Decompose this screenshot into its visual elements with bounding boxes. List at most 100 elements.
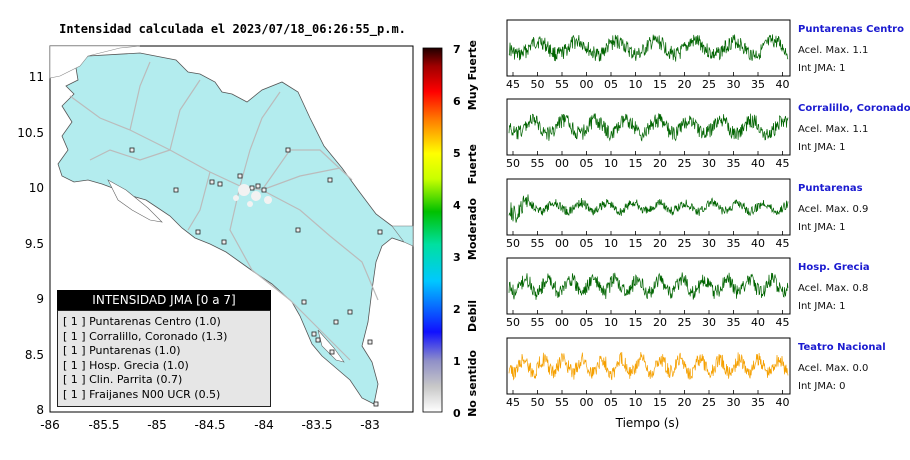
lon-tick-label: -84 bbox=[254, 418, 274, 432]
lon-tick-label: -85.5 bbox=[88, 418, 120, 432]
time-tick-label: 50 bbox=[530, 396, 545, 409]
time-tick-label: 25 bbox=[677, 316, 692, 329]
lat-tick-label: 8.5 bbox=[24, 348, 44, 362]
time-axis-label: Tiempo (s) bbox=[615, 416, 680, 430]
time-tick-label: 15 bbox=[653, 396, 667, 409]
time-tick-label: 25 bbox=[677, 157, 692, 170]
time-tick-label: 05 bbox=[579, 237, 594, 250]
time-tick-label: 35 bbox=[726, 237, 741, 250]
station-name: Puntarenas Centro bbox=[798, 24, 904, 35]
station-jma-intensity: Int JMA: 1 bbox=[798, 142, 846, 153]
time-tick-label: 40 bbox=[751, 237, 765, 250]
time-tick-label: 10 bbox=[604, 157, 618, 170]
station-markers bbox=[129, 147, 383, 407]
time-tick-label: 10 bbox=[628, 396, 643, 409]
time-tick-label: 15 bbox=[628, 237, 643, 250]
time-tick-label: 10 bbox=[604, 316, 618, 329]
colorbar-tick-label: 2 bbox=[453, 303, 461, 316]
time-tick-label: 20 bbox=[653, 316, 667, 329]
time-tick-label: 35 bbox=[726, 157, 741, 170]
time-tick-label: 00 bbox=[579, 396, 594, 409]
time-tick-label: 05 bbox=[579, 157, 594, 170]
time-tick-label: 50 bbox=[506, 157, 520, 170]
time-tick-label: 25 bbox=[677, 237, 692, 250]
map-title: Intensidad calculada el 2023/07/18_06:26… bbox=[59, 22, 406, 36]
time-tick-label: 05 bbox=[579, 316, 594, 329]
colorbar-tick-label: 6 bbox=[453, 95, 461, 108]
legend-box: [ 1 ] Puntarenas Centro (1.0)[ 1 ] Corra… bbox=[57, 310, 271, 407]
time-tick-label: 45 bbox=[506, 78, 520, 91]
time-tick-label: 40 bbox=[775, 78, 790, 91]
station-max-accel: Acel. Max. 1.1 bbox=[798, 45, 869, 56]
station-name: Teatro Nacional bbox=[798, 342, 886, 353]
waveform-frame bbox=[506, 178, 791, 236]
road-network bbox=[69, 61, 379, 361]
lon-tick-label: -85 bbox=[147, 418, 167, 432]
time-tick-label: 05 bbox=[604, 396, 618, 409]
urban-areas bbox=[233, 184, 272, 207]
legend-item: [ 1 ] Puntarenas Centro (1.0) bbox=[63, 315, 221, 328]
time-tick-label: 00 bbox=[555, 316, 569, 329]
waveform-trace bbox=[508, 113, 789, 142]
lat-tick-label: 10.5 bbox=[17, 126, 44, 140]
waveform-frame bbox=[506, 337, 791, 395]
lon-tick-label: -83.5 bbox=[301, 418, 333, 432]
time-tick-label: 40 bbox=[775, 396, 790, 409]
waveform-trace bbox=[508, 351, 789, 381]
station-jma-intensity: Int JMA: 0 bbox=[798, 381, 846, 392]
time-tick-label: 30 bbox=[702, 316, 716, 329]
time-tick-label: 20 bbox=[677, 78, 692, 91]
station-max-accel: Acel. Max. 0.9 bbox=[798, 204, 869, 215]
station-max-accel: Acel. Max. 0.8 bbox=[798, 283, 869, 294]
time-tick-label: 35 bbox=[726, 316, 741, 329]
costa-rica-landmass bbox=[49, 45, 414, 405]
time-tick-label: 00 bbox=[555, 237, 569, 250]
time-tick-label: 55 bbox=[530, 157, 545, 170]
time-tick-label: 40 bbox=[751, 157, 765, 170]
colorbar-tick-label: 4 bbox=[453, 199, 461, 212]
time-tick-label: 30 bbox=[726, 78, 741, 91]
colorbar-tick-label: 3 bbox=[453, 251, 461, 264]
station-jma-intensity: Int JMA: 1 bbox=[798, 301, 846, 312]
station-name: Corralillo, Coronado bbox=[798, 103, 910, 114]
station-jma-intensity: Int JMA: 1 bbox=[798, 222, 846, 233]
colorbar-tick-label: 7 bbox=[453, 43, 461, 56]
waveform-trace bbox=[508, 34, 789, 62]
time-tick-label: 55 bbox=[530, 316, 545, 329]
lat-tick-label: 10 bbox=[28, 181, 44, 195]
time-tick-label: 20 bbox=[653, 157, 667, 170]
waveform-frame bbox=[506, 257, 791, 315]
lat-tick-label: 9.5 bbox=[24, 237, 44, 251]
time-tick-label: 50 bbox=[530, 78, 545, 91]
time-tick-label: 15 bbox=[628, 157, 643, 170]
colorbar-tick-label: 5 bbox=[453, 147, 461, 160]
lon-tick-label: -84.5 bbox=[194, 418, 226, 432]
time-tick-label: 45 bbox=[506, 396, 520, 409]
time-tick-label: 50 bbox=[506, 237, 520, 250]
time-tick-label: 55 bbox=[555, 78, 569, 91]
station-jma-intensity: Int JMA: 1 bbox=[798, 63, 846, 74]
legend-item: [ 1 ] Puntarenas (1.0) bbox=[63, 344, 181, 358]
time-tick-label: 55 bbox=[530, 237, 545, 250]
legend-item: [ 1 ] Hosp. Grecia (1.0) bbox=[63, 358, 189, 372]
station-name: Puntarenas bbox=[798, 183, 863, 194]
time-tick-label: 20 bbox=[653, 237, 667, 250]
station-name: Hosp. Grecia bbox=[798, 262, 870, 273]
time-tick-label: 35 bbox=[751, 78, 765, 91]
time-tick-label: 25 bbox=[702, 78, 716, 91]
time-tick-label: 15 bbox=[653, 78, 667, 91]
time-tick-label: 05 bbox=[604, 78, 618, 91]
time-tick-label: 25 bbox=[702, 396, 716, 409]
station-max-accel: Acel. Max. 1.1 bbox=[798, 124, 869, 135]
intensity-colorbar bbox=[422, 47, 443, 413]
time-tick-label: 00 bbox=[555, 157, 569, 170]
time-tick-label: 10 bbox=[604, 237, 618, 250]
legend-item: [ 1 ] Corralillo, Coronado (1.3) bbox=[63, 329, 228, 343]
time-tick-label: 45 bbox=[775, 157, 790, 170]
lat-tick-label: 8 bbox=[36, 403, 44, 417]
waveform-trace bbox=[508, 194, 789, 223]
time-tick-label: 15 bbox=[628, 316, 643, 329]
legend-header: INTENSIDAD JMA [0 a 7] bbox=[57, 290, 271, 310]
time-tick-label: 55 bbox=[555, 396, 569, 409]
